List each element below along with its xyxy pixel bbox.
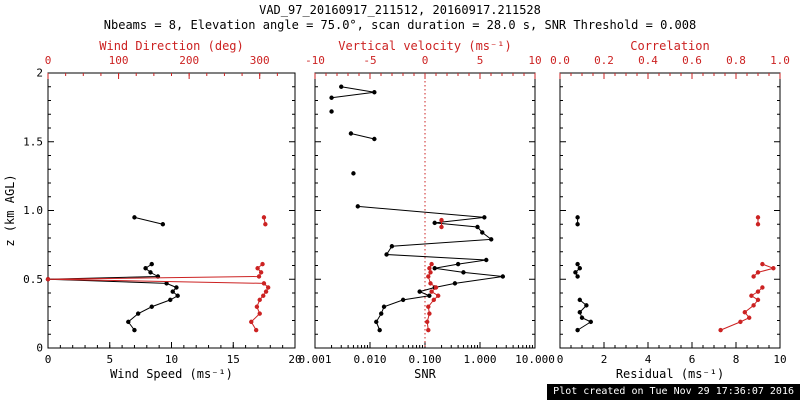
snr-bottom-axis-label: SNR [414, 367, 436, 381]
x-tick-label: 6 [689, 353, 696, 366]
plot-subtitle: Nbeams = 8, Elevation angle = 75.0°, sca… [103, 18, 697, 32]
wind-top-axis-label: Wind Direction (deg) [99, 39, 244, 53]
top-tick-label: 0.6 [682, 54, 702, 67]
x-tick-label: 10 [773, 353, 786, 366]
series-vertical-velocity [425, 217, 444, 333]
series-correlation [718, 215, 776, 333]
residual-bottom-axis-label: Residual (ms⁻¹) [616, 367, 724, 381]
x-tick-label: 15 [227, 353, 240, 366]
top-tick-label: 0.4 [638, 54, 658, 67]
top-tick-label: 200 [179, 54, 199, 67]
top-tick-label: 1.0 [770, 54, 790, 67]
plot-title: VAD_97_20160917_211512, 20160917.211528 [259, 3, 541, 17]
x-tick-label: 0 [557, 353, 564, 366]
y-tick-label: 0 [36, 342, 43, 355]
y-tick-label: 2 [36, 67, 43, 80]
top-tick-label: 100 [109, 54, 129, 67]
top-tick-label: 10 [528, 54, 541, 67]
panel-residual-frame [559, 72, 781, 349]
plot-created-timestamp: Plot created on Tue Nov 29 17:36:07 2016 [547, 384, 800, 400]
series-wind-direction [45, 215, 271, 333]
x-tick-label: 8 [733, 353, 740, 366]
series-wind-speed [45, 215, 180, 333]
series-residual-profile [573, 215, 593, 333]
top-tick-label: 0.8 [726, 54, 746, 67]
x-tick-label: 0.010 [353, 353, 386, 366]
top-tick-label: -5 [363, 54, 376, 67]
y-axis-label: z (km AGL) [3, 174, 17, 246]
x-tick-label: 4 [645, 353, 652, 366]
snr-top-axis-label: Vertical velocity (ms⁻¹) [338, 39, 511, 53]
wind-bottom-axis-label: Wind Speed (ms⁻¹) [110, 367, 233, 381]
x-tick-label: 5 [106, 353, 113, 366]
panel-residual: 0 2 4 6 8 10 Residual (ms⁻¹) 0.0 0.2 0.4 0.6 0.8 1.0… [550, 39, 790, 381]
top-tick-label: 300 [250, 54, 270, 67]
x-tick-label: 0 [45, 353, 52, 366]
top-tick-label: 0.2 [594, 54, 614, 67]
x-tick-label: 0.100 [408, 353, 441, 366]
residual-top-axis-label: Correlation [630, 39, 709, 53]
y-tick-label: 1.5 [23, 135, 43, 148]
x-tick-label: 10 [165, 353, 178, 366]
x-tick-label: 0.001 [298, 353, 331, 366]
y-tick-label: 0.5 [23, 273, 43, 286]
top-tick-label: 5 [477, 54, 484, 67]
series-snr-profile [329, 84, 506, 333]
top-tick-label: 0 [45, 54, 52, 67]
top-tick-label: 0.0 [550, 54, 570, 67]
top-tick-label: 0 [422, 54, 429, 67]
top-tick-label: -10 [305, 54, 325, 67]
x-tick-label: 20 [288, 353, 301, 366]
y-tick-label: 1.0 [23, 204, 43, 217]
panel-snr: 0.001 0.010 0.100 1.000 10.000 SNR -10 -5 0 5 10 Ve… [298, 39, 554, 381]
x-tick-label: 10.000 [515, 353, 555, 366]
x-tick-label: 2 [601, 353, 608, 366]
x-tick-label: 1.000 [463, 353, 496, 366]
